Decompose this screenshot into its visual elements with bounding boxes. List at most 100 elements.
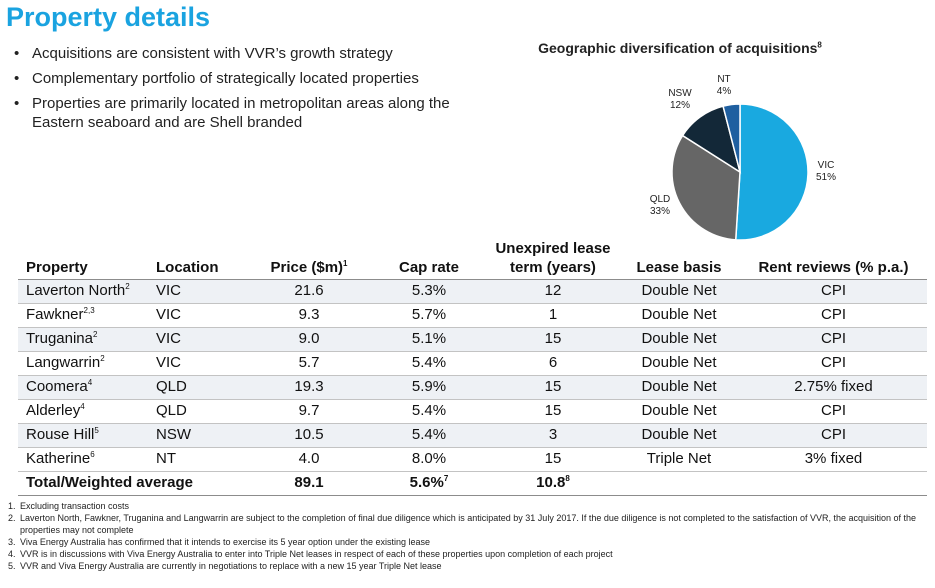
cell-reviews-value: CPI: [820, 282, 846, 299]
cell-location-value: VIC: [156, 330, 182, 347]
bullet-dot-icon: •: [14, 45, 20, 62]
cell-location: VIC: [148, 303, 248, 328]
cell-property: Katherine6: [18, 447, 148, 472]
table-body: Laverton North2 VIC 21.6 5.3% 12 Double Net CP…: [18, 279, 927, 472]
cell-location-value: VIC: [156, 306, 182, 323]
bullet-item: • Complementary portfolio of strategicall…: [10, 69, 480, 88]
cell-price-value: 9.0: [298, 330, 320, 347]
cell-basis-value: Double Net: [641, 378, 717, 395]
pie-value-nt: 4%: [717, 86, 732, 97]
cell-location: QLD: [148, 375, 248, 400]
cell-basis: Double Net: [618, 303, 740, 328]
cell-price: 9.0: [248, 327, 370, 352]
cell-price-value: 9.3: [298, 306, 320, 323]
cell-property-note: 2: [125, 282, 130, 291]
cell-price: 10.5: [248, 423, 370, 448]
footnote-item: 2. Laverton North, Fawkner, Truganina and…: [8, 512, 928, 536]
table-row: Katherine6 NT 4.0 8.0% 15 Triple Net 3% fixed: [18, 447, 927, 472]
page-title: Property details: [6, 2, 211, 32]
footnote-number: 2.: [8, 513, 16, 523]
cell-cap-rate-value: 5.4%: [411, 354, 447, 371]
footnote-item: 3. Viva Energy Australia has confirmed th…: [8, 536, 928, 548]
cell-price-value: 19.3: [294, 378, 324, 395]
cell-price: 21.6: [248, 279, 370, 304]
table-row: Rouse Hill5 NSW 10.5 5.4% 3 Double Net CPI: [18, 423, 927, 448]
cell-cap-rate: 5.3%: [370, 279, 488, 304]
cell-cap-rate: 5.9%: [370, 375, 488, 400]
cell-property-note: 5: [94, 426, 99, 435]
bullet-dot-icon: •: [14, 95, 20, 112]
footnote-text: Laverton North, Fawkner, Truganina and L…: [20, 513, 917, 535]
cell-term-value: 15: [544, 450, 562, 467]
footnote-number: 4.: [8, 549, 16, 559]
cell-basis-value: Double Net: [641, 402, 717, 419]
cell-property-value: Fawkner: [26, 306, 84, 323]
table-row: Alderley4 QLD 9.7 5.4% 15 Double Net CPI: [18, 399, 927, 424]
cell-cap-rate: 5.4%: [370, 351, 488, 376]
cell-price-value: 5.7: [298, 354, 320, 371]
cell-term: 15: [488, 399, 618, 424]
bullet-text: Acquisitions are consistent with VVR’s g…: [32, 45, 393, 62]
pie-value-qld: 33%: [650, 206, 670, 217]
table-header-row: Property Location Price ($m)1 Cap rate U…: [18, 234, 927, 280]
total-cap-rate-value: 5.6%: [409, 474, 444, 491]
cell-term-value: 15: [544, 330, 562, 347]
footnote-text: Viva Energy Australia has confirmed that…: [20, 537, 431, 547]
cell-basis-value: Double Net: [641, 306, 717, 323]
cell-reviews: CPI: [740, 399, 927, 424]
cell-reviews-value: 2.75% fixed: [794, 378, 873, 395]
cell-basis: Double Net: [618, 423, 740, 448]
cell-price-value: 21.6: [294, 282, 324, 299]
cell-term: 3: [488, 423, 618, 448]
cell-cap-rate: 5.7%: [370, 303, 488, 328]
total-cap-rate: 5.6%7: [370, 471, 488, 496]
footnote-text: VVR and Viva Energy Australia are curren…: [20, 561, 442, 571]
cell-term-value: 1: [548, 306, 558, 323]
total-term-note: 8: [565, 474, 570, 483]
total-cap-rate-note: 7: [443, 474, 449, 483]
cell-basis: Triple Net: [618, 447, 740, 472]
cell-property-value: Rouse Hill: [26, 426, 95, 443]
chart-title: Geographic diversification of acquisitio…: [500, 40, 860, 56]
cell-reviews-value: CPI: [820, 306, 846, 323]
cell-basis: Double Net: [618, 351, 740, 376]
cell-property: Rouse Hill5: [18, 423, 148, 448]
total-term: 10.88: [488, 471, 618, 496]
cell-reviews-value: CPI: [820, 426, 846, 443]
footnote-text: VVR is in discussions with Viva Energy A…: [20, 549, 613, 559]
total-price: 89.1: [248, 471, 370, 496]
header-rent-reviews: Rent reviews (% p.a.): [740, 234, 927, 280]
footnote-number: 3.: [8, 537, 16, 547]
cell-term-value: 15: [544, 402, 562, 419]
cell-property-value: Alderley: [26, 402, 81, 419]
cell-price: 4.0: [248, 447, 370, 472]
cell-reviews: 3% fixed: [740, 447, 927, 472]
cell-basis: Double Net: [618, 327, 740, 352]
bullet-list: • Acquisitions are consistent with VVR’s …: [10, 44, 480, 138]
cell-reviews-value: 3% fixed: [804, 450, 863, 467]
cell-property: Laverton North2: [18, 279, 148, 304]
cell-property-value: Laverton North: [26, 282, 126, 299]
pie-value-vic: 51%: [816, 172, 836, 183]
pie-label-nt: NT: [717, 74, 730, 85]
cell-property-value: Langwarrin: [26, 354, 101, 371]
cell-property: Langwarrin2: [18, 351, 148, 376]
cell-price: 5.7: [248, 351, 370, 376]
cell-price-value: 9.7: [298, 402, 320, 419]
table-row: Langwarrin2 VIC 5.7 5.4% 6 Double Net CPI: [18, 351, 927, 376]
cell-reviews: CPI: [740, 351, 927, 376]
bullet-item: • Acquisitions are consistent with VVR’s …: [10, 44, 480, 63]
bullet-dot-icon: •: [14, 70, 20, 87]
header-lease-term: Unexpired lease term (years): [488, 234, 618, 280]
footnote-text: Excluding transaction costs: [20, 501, 130, 511]
footnote-number: 5.: [8, 561, 16, 571]
footnote-item: 4. VVR is in discussions with Viva Energy…: [8, 548, 928, 560]
cell-term-value: 15: [544, 378, 562, 395]
cell-location-value: QLD: [156, 402, 187, 419]
cell-reviews: CPI: [740, 423, 927, 448]
cell-location: NT: [148, 447, 248, 472]
cell-term: 12: [488, 279, 618, 304]
total-term-value: 10.8: [536, 474, 566, 491]
cell-cap-rate: 5.4%: [370, 423, 488, 448]
